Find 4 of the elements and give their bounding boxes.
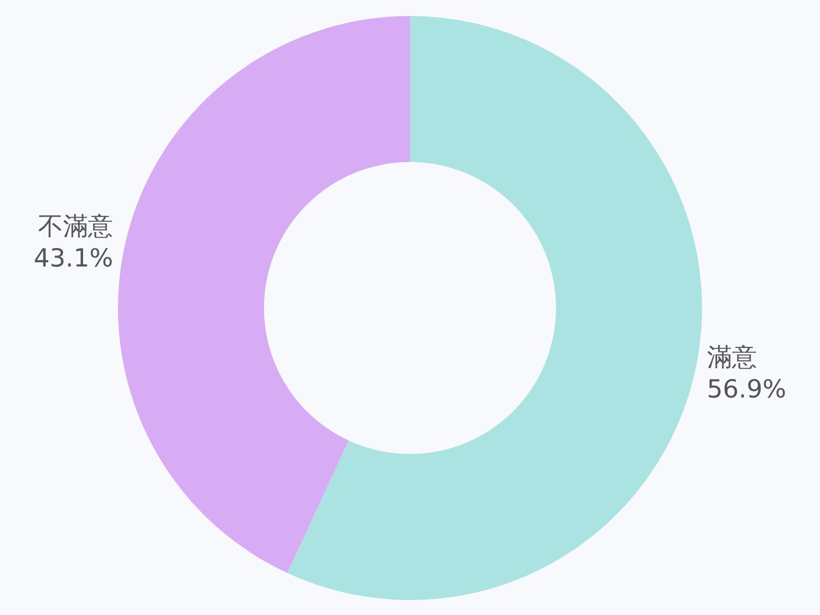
data-label: 56.9% xyxy=(706,374,786,404)
slice-label: 滿意 xyxy=(706,342,757,372)
data-label: 43.1% xyxy=(34,244,114,273)
slice-label: 不滿意 xyxy=(38,212,114,241)
